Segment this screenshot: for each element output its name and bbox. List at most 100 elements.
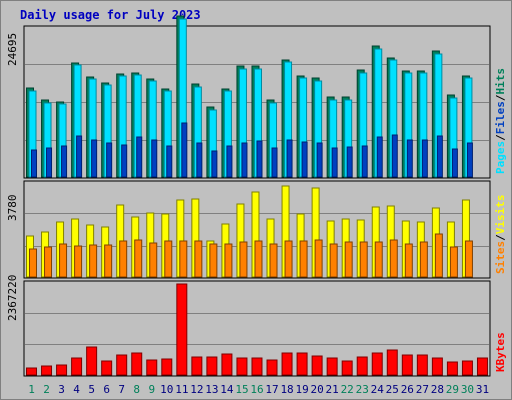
y-tick-label: 2367220 [6, 275, 19, 321]
kbytes-bar [266, 359, 278, 376]
pages-bar [271, 147, 278, 178]
legend-label: KBytes [494, 332, 507, 372]
pages-bar [196, 142, 203, 178]
x-tick-label: 15 [235, 383, 248, 396]
kbytes-bar [176, 283, 188, 376]
legend-separator: / [494, 134, 507, 141]
sites-bar [374, 241, 383, 278]
y-tick-label: 24695 [6, 33, 19, 66]
pages-bar [181, 122, 188, 178]
legend-label: Files [494, 101, 507, 134]
kbytes-bar [56, 364, 68, 376]
x-tick-label: 22 [341, 383, 354, 396]
x-tick-label: 3 [58, 383, 65, 396]
legend-visits-sites: Sites/Visits [494, 195, 507, 275]
sites-bar [194, 240, 203, 278]
pages-bar [76, 135, 83, 178]
pages-bar [346, 146, 353, 178]
kbytes-bar [416, 354, 428, 376]
pages-bar [421, 139, 428, 178]
x-tick-label: 9 [148, 383, 155, 396]
pages-bar [466, 142, 473, 178]
sites-bar [224, 243, 233, 278]
sites-bar [269, 243, 278, 278]
x-tick-label: 5 [88, 383, 95, 396]
sites-bar [74, 245, 83, 278]
pages-bar [226, 145, 233, 178]
x-tick-label: 7 [118, 383, 125, 396]
sites-bar [239, 241, 248, 278]
kbytes-bar [311, 355, 323, 376]
pages-bar [211, 150, 218, 178]
pages-bar [331, 147, 338, 178]
pages-bar [31, 149, 37, 178]
sites-bar [344, 241, 353, 278]
pages-bar [451, 148, 458, 178]
sites-bar [329, 243, 338, 278]
x-tick-label: 19 [295, 383, 308, 396]
x-tick-label: 25 [386, 383, 399, 396]
sites-bar [134, 239, 143, 278]
x-tick-label: 27 [416, 383, 429, 396]
kbytes-bar [131, 352, 143, 376]
chart-title: Daily usage for July 2023 [20, 8, 201, 22]
sites-bar [44, 246, 53, 278]
x-tick-label: 10 [160, 383, 173, 396]
x-tick-label: 11 [175, 383, 188, 396]
sites-bar [359, 241, 368, 278]
x-tick-label: 12 [190, 383, 203, 396]
kbytes-bar [86, 346, 98, 376]
kbytes-bar [446, 361, 458, 376]
pages-bar [46, 147, 53, 178]
legend-label: Visits [494, 195, 507, 235]
pages-bar [391, 134, 398, 178]
sites-bar [284, 240, 293, 278]
sites-bar [419, 241, 428, 278]
sites-bar [149, 242, 158, 278]
x-tick-label: 4 [73, 383, 80, 396]
pages-bar [106, 142, 113, 178]
sites-bar [104, 244, 113, 278]
x-tick-label: 20 [311, 383, 324, 396]
x-tick-label: 29 [446, 383, 459, 396]
kbytes-bar [356, 356, 368, 376]
kbytes-bar [341, 360, 353, 376]
x-tick-label: 16 [250, 383, 263, 396]
sites-bar [314, 239, 323, 278]
sites-bar [464, 240, 473, 278]
pages-bar [376, 136, 383, 178]
sites-bar [29, 248, 37, 278]
kbytes-bar [191, 356, 203, 376]
kbytes-bar [236, 357, 248, 376]
x-tick-label: 26 [401, 383, 414, 396]
sites-bar [89, 244, 98, 278]
sites-bar [179, 240, 188, 278]
x-tick-label: 1 [28, 383, 35, 396]
legend-separator: / [494, 234, 507, 241]
sites-bar [449, 246, 458, 278]
sites-bar [254, 240, 263, 278]
legend-label: Sites [494, 241, 507, 274]
kbytes-bar [281, 352, 293, 376]
kbytes-bar [461, 360, 473, 376]
kbytes-bar [386, 349, 398, 376]
pages-bar [91, 139, 98, 178]
x-tick-label: 6 [103, 383, 110, 396]
kbytes-bar [41, 365, 53, 376]
kbytes-bar [101, 360, 113, 376]
sites-bar [404, 243, 413, 278]
legend-label: Pages [494, 141, 507, 174]
kbytes-bar [431, 357, 443, 376]
kbytes-bar [161, 358, 173, 376]
x-tick-label: 13 [205, 383, 218, 396]
pages-bar [166, 145, 173, 178]
pages-bar [136, 136, 143, 178]
legend-kbytes: KBytes [494, 332, 507, 372]
kbytes-bar [296, 352, 308, 376]
kbytes-bar [401, 354, 413, 376]
x-tick-label: 17 [265, 383, 278, 396]
sites-bar [59, 243, 68, 278]
x-tick-label: 2 [43, 383, 50, 396]
sites-bar [209, 243, 218, 278]
